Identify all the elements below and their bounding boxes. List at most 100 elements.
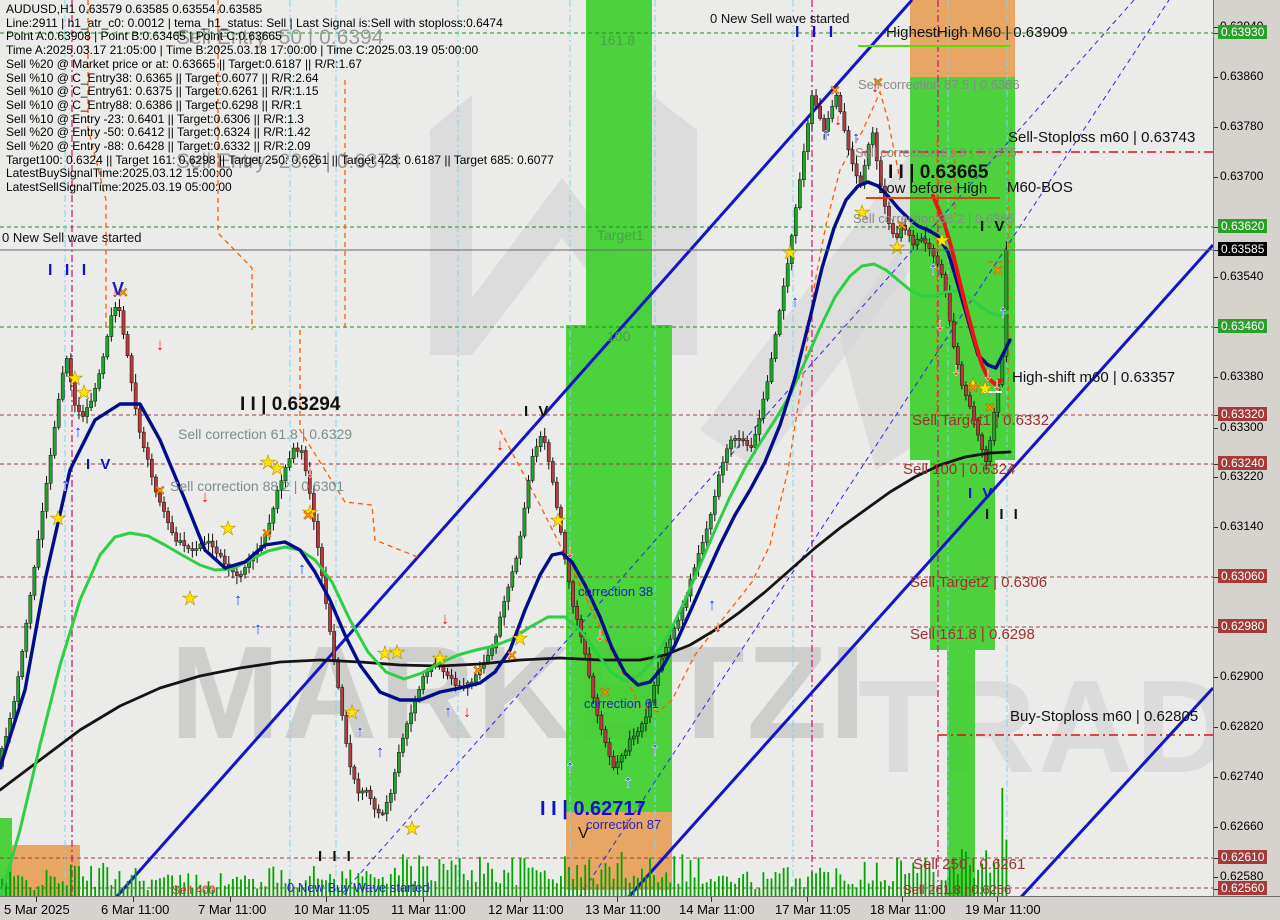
exit-cross-icon: ✕: [303, 508, 314, 523]
star-signal-icon: ★: [76, 383, 91, 402]
buy-arrow-icon: ↑: [376, 742, 385, 761]
axis-tick: [1214, 127, 1218, 128]
buy-arrow-icon: ↑: [791, 292, 800, 311]
axis-tick: [617, 897, 618, 902]
exit-cross-icon: ✕: [473, 663, 484, 678]
star-signal-icon: ★: [512, 629, 527, 648]
price-axis-label: 0.63060: [1218, 569, 1268, 583]
price-axis-label: 0.63140: [1220, 519, 1264, 533]
axis-tick: [1214, 577, 1218, 578]
buy-arrow-icon: ↑: [566, 757, 575, 776]
axis-corner: [1213, 896, 1280, 920]
buy-arrow-icon: ↑: [822, 125, 831, 144]
buy-arrow-icon: ↑: [356, 722, 365, 741]
time-axis[interactable]: 5 Mar 2025 6 Mar 11:00 7 Mar 11:00 10 Mar 1…: [0, 896, 1213, 920]
sell-plan-line: Sell %20 @ Entry -88: 0.6428 || Target:0…: [6, 139, 311, 154]
axis-tick: [1214, 877, 1218, 878]
price-axis-label: 0.63240: [1218, 456, 1268, 470]
price-axis-label: 0.62900: [1220, 669, 1264, 683]
price-axis-label: 0.63380: [1220, 369, 1264, 383]
price-axis-label: 0.62660: [1220, 819, 1264, 833]
star-signal-icon: ★: [977, 379, 992, 398]
exit-cross-icon: ✕: [985, 400, 996, 415]
axis-tick: [326, 897, 327, 902]
exit-cross-icon: ✕: [897, 218, 908, 233]
price-axis-label: 0.63540: [1220, 269, 1264, 283]
exit-cross-icon: ✕: [118, 285, 129, 300]
sell-arrow-icon: ↓: [834, 110, 843, 129]
price-axis-label: 0.63780: [1220, 119, 1264, 133]
time-axis-label: 17 Mar 11:05: [775, 902, 851, 917]
exit-cross-icon: ✕: [600, 685, 611, 700]
price-axis-label: 0.62560: [1218, 881, 1268, 895]
price-axis-label: 0.63585: [1218, 242, 1268, 256]
sell-arrow-icon: ↓: [714, 617, 723, 636]
axis-tick: [1214, 428, 1218, 429]
sell-arrow-icon: ↓: [952, 360, 961, 379]
buy-arrow-icon: ↑: [444, 702, 453, 721]
price-axis-label: 0.63620: [1218, 219, 1268, 233]
sell-arrow-icon: ↓: [596, 625, 605, 644]
axis-tick: [1214, 677, 1218, 678]
price-axis-label: 0.63220: [1220, 469, 1264, 483]
time-axis-label: 12 Mar 11:00: [488, 902, 564, 917]
price-axis-label: 0.62580: [1220, 869, 1264, 883]
buy-arrow-icon: ↑: [74, 422, 83, 441]
sell-plan-line: Sell %10 @ C_Entry38: 0.6365 || Target:0…: [6, 70, 319, 85]
sell-plan-line: Sell %20 @ Entry -50: 0.6412 || Target:0…: [6, 125, 311, 140]
sell-plan-line: Sell %20 @ Market price or at: 0.63665 |…: [6, 56, 362, 71]
axis-tick: [807, 897, 808, 902]
sell-plan-line: Sell %10 @ Entry -23: 0.6401 || Target:0…: [6, 111, 304, 126]
axis-tick: [1214, 477, 1218, 478]
star-signal-icon: ★: [269, 459, 284, 478]
latest-buy-signal-line: LatestBuySignalTime:2025.03.12 15:00:00: [6, 166, 233, 181]
watermark-text: MARKETZI: [170, 619, 868, 766]
time-axis-label: 19 Mar 11:00: [965, 902, 1041, 917]
price-axis-label: 0.62740: [1220, 769, 1264, 783]
exit-cross-icon: ✕: [873, 75, 884, 90]
buy-arrow-icon: ↑: [651, 739, 660, 758]
indicator-info-block: AUDUSD,H1 0.63579 0.63585 0.63554 0.6358…: [6, 2, 554, 195]
time-axis-label: 10 Mar 11:05: [294, 902, 370, 917]
sell-arrow-icon: ↓: [496, 435, 505, 454]
sell-arrow-icon: ↓: [984, 365, 993, 384]
star-signal-icon: ★: [934, 231, 949, 250]
price-axis-label: 0.63460: [1218, 319, 1268, 333]
price-axis-label: 0.63700: [1220, 169, 1264, 183]
buy-arrow-icon: ↑: [298, 559, 307, 578]
star-signal-icon: ★: [377, 644, 392, 663]
price-axis-label: 0.63930: [1218, 25, 1268, 39]
price-axis[interactable]: 0.639400.639300.638600.637800.637000.636…: [1213, 0, 1280, 920]
star-signal-icon: ★: [344, 703, 359, 722]
star-signal-icon: ★: [854, 203, 869, 222]
price-axis-label: 0.62820: [1220, 719, 1264, 733]
axis-tick: [1214, 250, 1218, 251]
axis-tick: [1214, 415, 1218, 416]
time-axis-label: 18 Mar 11:00: [870, 902, 946, 917]
star-signal-icon: ★: [889, 238, 904, 257]
points-line: Point A:0.63908 | Point B:0.63465 | Poin…: [6, 29, 282, 44]
signal-status-line: Line:2911 | h1_atr_c0: 0.0012 | tema_h1_…: [6, 15, 503, 30]
time-axis-label: 14 Mar 11:00: [679, 902, 755, 917]
star-signal-icon: ★: [50, 509, 65, 528]
star-signal-icon: ★: [220, 519, 235, 538]
price-axis-label: 0.63860: [1220, 69, 1264, 83]
price-axis-label: 0.62610: [1218, 850, 1268, 864]
sell-arrow-icon: ↓: [871, 77, 880, 96]
exit-cross-icon: ✕: [993, 263, 1004, 278]
axis-tick: [997, 897, 998, 902]
star-signal-icon: ★: [182, 589, 197, 608]
axis-tick: [1214, 277, 1218, 278]
axis-tick: [1214, 77, 1218, 78]
times-line: Time A:2025.03.17 21:05:00 | Time B:2025…: [6, 43, 479, 58]
star-signal-icon: ★: [260, 453, 275, 472]
targets-line: Target100: 0.6324 || Target 161: 0.6298 …: [6, 152, 554, 167]
axis-tick: [1214, 527, 1218, 528]
axis-tick: [1214, 827, 1218, 828]
star-signal-icon: ★: [67, 369, 82, 388]
star-signal-icon: ★: [965, 376, 980, 395]
axis-tick: [1214, 858, 1218, 859]
buy-arrow-icon: ↑: [708, 595, 717, 614]
